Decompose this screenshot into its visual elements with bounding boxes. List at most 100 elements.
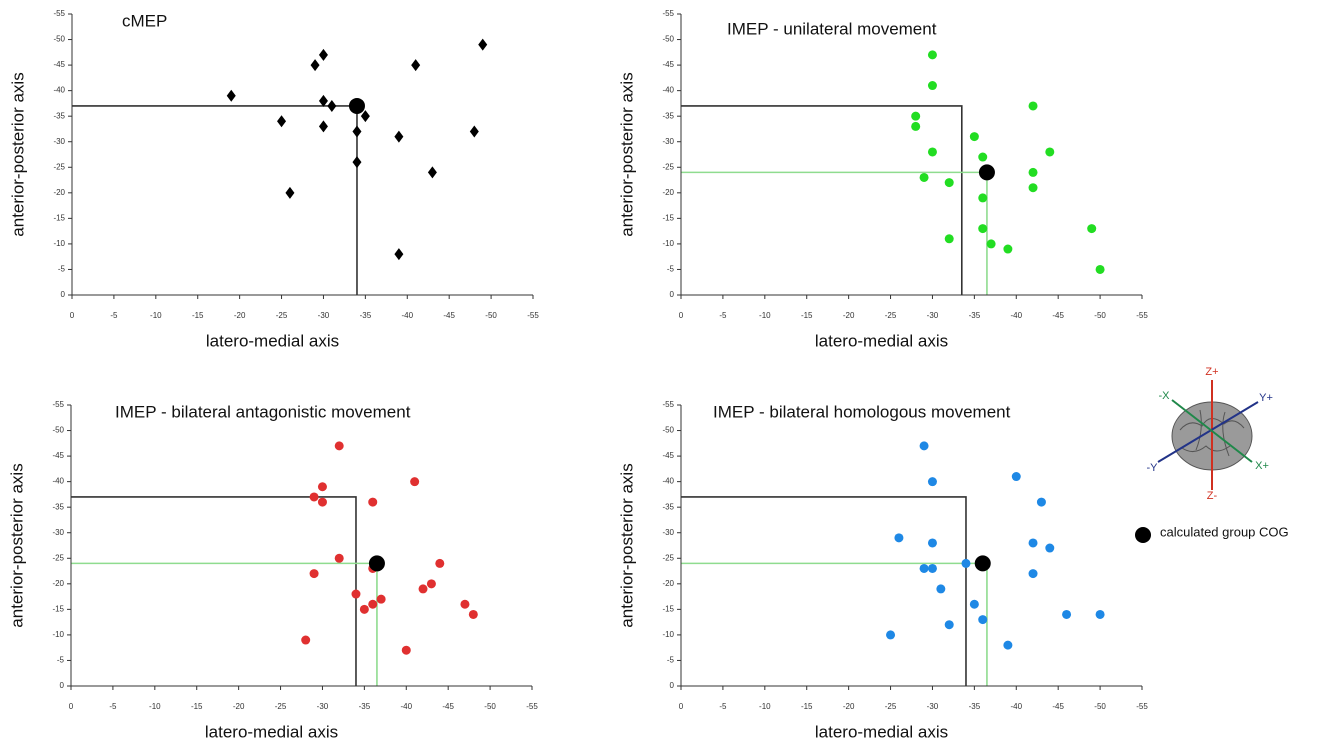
y-tick-label: -15 bbox=[662, 213, 674, 222]
data-point bbox=[927, 563, 937, 573]
chart-title: IMEP - bilateral homologous movement bbox=[713, 402, 1011, 421]
data-point bbox=[936, 584, 946, 594]
data-point bbox=[944, 178, 954, 188]
y-tick-label: -15 bbox=[53, 213, 65, 222]
guide-line bbox=[681, 105, 963, 295]
data-point bbox=[376, 594, 386, 604]
data-point bbox=[911, 111, 921, 121]
data-point bbox=[1095, 609, 1105, 619]
y-tick-label: -35 bbox=[52, 502, 64, 511]
x-tick-label: -25 bbox=[885, 702, 897, 711]
y-tick-label: -45 bbox=[52, 451, 64, 460]
y-tick-label: -40 bbox=[53, 86, 65, 95]
data-point bbox=[285, 186, 295, 199]
y-axis-label: anterior-posterior axis bbox=[617, 72, 636, 236]
x-tick-label: -50 bbox=[1094, 311, 1106, 320]
y-tick-label: -35 bbox=[53, 111, 65, 120]
x-tick-label: -30 bbox=[317, 702, 329, 711]
y-tick-label: -45 bbox=[662, 60, 674, 69]
data-point bbox=[969, 132, 979, 142]
data-point bbox=[1028, 538, 1038, 548]
guide-line bbox=[71, 562, 378, 686]
x-tick-label: -55 bbox=[1136, 702, 1148, 711]
y-tick-label: -45 bbox=[53, 60, 65, 69]
guide-line bbox=[681, 562, 988, 686]
subplot: 0 -5 -10 -15 -20 -25 -30 -35 -40 -45 -50 -55 0 -5 -10 -… bbox=[8, 9, 539, 350]
y-tick-label: -15 bbox=[662, 604, 674, 613]
data-point bbox=[327, 99, 337, 112]
y-tick-label: -5 bbox=[57, 656, 65, 665]
x-tick-label: -10 bbox=[759, 702, 771, 711]
y-tick-label: -55 bbox=[52, 400, 64, 409]
y-tick-label: -10 bbox=[662, 239, 674, 248]
data-point bbox=[317, 482, 327, 492]
x-tick-label: -35 bbox=[969, 702, 981, 711]
orientation-label: X+ bbox=[1255, 460, 1269, 472]
y-tick-label: 0 bbox=[61, 290, 66, 299]
axis-arrow bbox=[1157, 401, 1259, 463]
x-tick-label: -35 bbox=[359, 702, 371, 711]
x-tick-label: -55 bbox=[526, 702, 538, 711]
y-tick-label: -50 bbox=[52, 426, 64, 435]
data-point bbox=[418, 584, 428, 594]
x-tick-label: -40 bbox=[401, 311, 413, 320]
data-point bbox=[435, 558, 445, 568]
y-tick-label: -35 bbox=[662, 111, 674, 120]
data-point bbox=[1045, 543, 1055, 553]
subplot: 0 -5 -10 -15 -20 -25 -30 -35 -40 -45 -50 -55 0 -5 -10 -… bbox=[617, 400, 1148, 741]
group-cog bbox=[368, 555, 385, 572]
y-tick-label: -40 bbox=[662, 86, 674, 95]
data-point bbox=[352, 156, 362, 169]
subplot: 0 -5 -10 -15 -20 -25 -30 -35 -40 -45 -50 -55 0 -5 -10 -… bbox=[7, 400, 538, 741]
data-point bbox=[927, 477, 937, 487]
data-point bbox=[1028, 183, 1038, 193]
data-point bbox=[1011, 472, 1021, 482]
x-tick-label: -15 bbox=[192, 311, 204, 320]
y-tick-label: -50 bbox=[662, 35, 674, 44]
x-tick-label: 0 bbox=[679, 311, 684, 320]
data-point bbox=[352, 125, 362, 138]
data-point bbox=[919, 563, 929, 573]
data-point bbox=[969, 599, 979, 609]
x-axis-label: latero-medial axis bbox=[206, 331, 339, 350]
y-tick-label: -55 bbox=[662, 400, 674, 409]
data-point bbox=[301, 635, 311, 645]
data-point bbox=[978, 224, 988, 234]
data-point bbox=[944, 234, 954, 244]
data-point bbox=[1062, 609, 1072, 619]
y-axis-label: anterior-posterior axis bbox=[617, 463, 636, 627]
x-tick-label: -40 bbox=[1010, 702, 1022, 711]
y-tick-label: -30 bbox=[53, 137, 65, 146]
data-point bbox=[886, 630, 896, 640]
y-tick-label: -10 bbox=[662, 630, 674, 639]
y-tick-label: -20 bbox=[662, 188, 674, 197]
y-tick-label: -20 bbox=[53, 188, 65, 197]
data-point bbox=[478, 38, 488, 51]
x-tick-label: -50 bbox=[485, 311, 497, 320]
y-tick-label: -35 bbox=[662, 502, 674, 511]
y-tick-label: -20 bbox=[52, 579, 64, 588]
data-point bbox=[919, 172, 929, 182]
x-tick-label: -15 bbox=[191, 702, 203, 711]
y-tick-label: -25 bbox=[662, 162, 674, 171]
data-point bbox=[309, 569, 319, 579]
data-point bbox=[1036, 497, 1046, 507]
data-point bbox=[411, 59, 421, 72]
data-point bbox=[961, 558, 971, 568]
x-tick-label: -40 bbox=[400, 702, 412, 711]
data-point bbox=[1045, 147, 1055, 157]
data-point bbox=[1095, 264, 1105, 274]
x-tick-label: -35 bbox=[969, 311, 981, 320]
x-tick-label: -25 bbox=[275, 702, 287, 711]
data-point bbox=[277, 115, 287, 128]
data-point bbox=[360, 110, 370, 123]
group-cog bbox=[978, 164, 995, 181]
x-tick-label: -5 bbox=[109, 702, 117, 711]
y-tick-label: -5 bbox=[667, 656, 675, 665]
data-point bbox=[1028, 167, 1038, 177]
y-tick-label: -10 bbox=[52, 630, 64, 639]
x-tick-label: 0 bbox=[69, 702, 74, 711]
data-point bbox=[334, 441, 344, 451]
x-tick-label: -30 bbox=[927, 702, 939, 711]
x-tick-label: -55 bbox=[1136, 311, 1148, 320]
